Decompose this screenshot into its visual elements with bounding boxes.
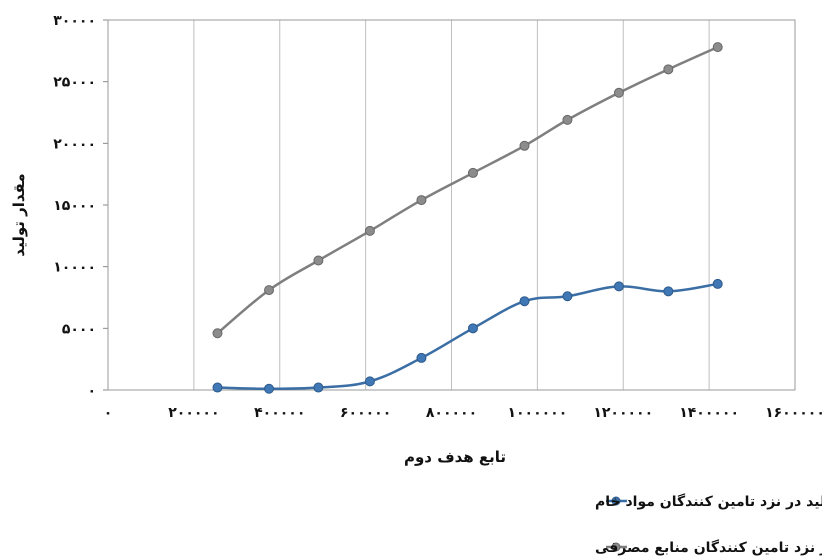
tick-label-layer: ۰ ۲۰۰۰۰۰ ۴۰۰۰۰۰ ۶۰۰۰۰۰ ۸۰۰۰۰۰ ۱۰۰۰۰۰۰ ۱۲۰۰۰۰۰ ۱…: [53, 13, 822, 421]
y-tick-label: ۱۰۰۰۰: [53, 260, 96, 276]
data-point-consumables: [264, 285, 275, 296]
legend-marker-raw-materials: [611, 496, 621, 506]
x-tick-label: ۱۲۰۰۰۰۰: [593, 405, 653, 421]
data-point-consumables: [562, 114, 573, 125]
data-point-consumables: [313, 255, 324, 266]
plot-area-border: [107, 19, 796, 391]
data-point-raw-materials: [519, 296, 530, 307]
y-tick-label: ۲۰۰۰۰: [53, 136, 96, 152]
series-line-consumables: [216, 45, 719, 335]
x-tick-label: ۱۴۰۰۰۰۰: [679, 405, 739, 421]
data-point-raw-materials: [264, 383, 275, 394]
data-point-consumables: [364, 225, 375, 236]
data-point-consumables: [467, 167, 478, 178]
series-line-raw-materials: [217, 282, 718, 391]
data-point-raw-materials: [712, 278, 723, 289]
x-tick-label: ۱۰۰۰۰۰۰: [507, 405, 567, 421]
data-point-raw-materials: [613, 281, 624, 292]
x-tick-label: ۰: [104, 405, 113, 421]
y-tick-label: ۰: [87, 383, 96, 399]
data-point-raw-materials: [364, 376, 375, 387]
data-point-consumables: [712, 42, 723, 53]
data-point-consumables: [519, 140, 530, 151]
data-point-raw-materials: [467, 323, 478, 334]
x-tick-label: ۸۰۰۰۰۰: [426, 405, 477, 421]
y-tick-label: ۲۵۰۰۰: [53, 75, 96, 91]
y-tick-label: ۱۵۰۰۰: [53, 198, 96, 214]
x-tick-label: ۶۰۰۰۰۰: [340, 405, 391, 421]
y-axis-title: مقدار تولید: [10, 173, 28, 256]
data-point-raw-materials: [416, 352, 427, 363]
y-tick-label: ۵۰۰۰: [62, 321, 96, 337]
x-tick-label: ۲۰۰۰۰۰: [168, 405, 219, 421]
legend-label-raw-materials: مجموع تولید در نزد تامین کنندگان مواد خا…: [595, 493, 822, 510]
data-point-raw-materials: [212, 382, 223, 393]
x-tick-label: ۱۶۰۰۰۰۰: [765, 405, 822, 421]
x-axis-title: تابع هدف دوم: [404, 448, 506, 466]
data-point-consumables: [416, 195, 427, 206]
data-point-consumables: [212, 328, 223, 339]
series-layer: [212, 42, 723, 394]
legend-item-consumables: مجموع تولید در نزد تامین کنندگان منابع م…: [595, 539, 822, 556]
legend-marker-consumables: [611, 542, 621, 552]
x-tick-label: ۴۰۰۰۰۰: [254, 405, 305, 421]
axis-layer: [103, 19, 796, 391]
data-point-consumables: [613, 87, 624, 98]
data-point-raw-materials: [562, 291, 573, 302]
legend: مجموع تولید در نزد تامین کنندگان مواد خا…: [595, 493, 822, 556]
data-point-raw-materials: [663, 286, 674, 297]
grid-layer: [107, 20, 796, 390]
y-tick-label: ۳۰۰۰۰: [53, 13, 96, 29]
data-point-consumables: [663, 64, 674, 75]
legend-item-raw-materials: مجموع تولید در نزد تامین کنندگان مواد خا…: [595, 493, 822, 510]
data-point-raw-materials: [313, 382, 324, 393]
legend-label-consumables: مجموع تولید در نزد تامین کنندگان منابع م…: [595, 539, 822, 556]
